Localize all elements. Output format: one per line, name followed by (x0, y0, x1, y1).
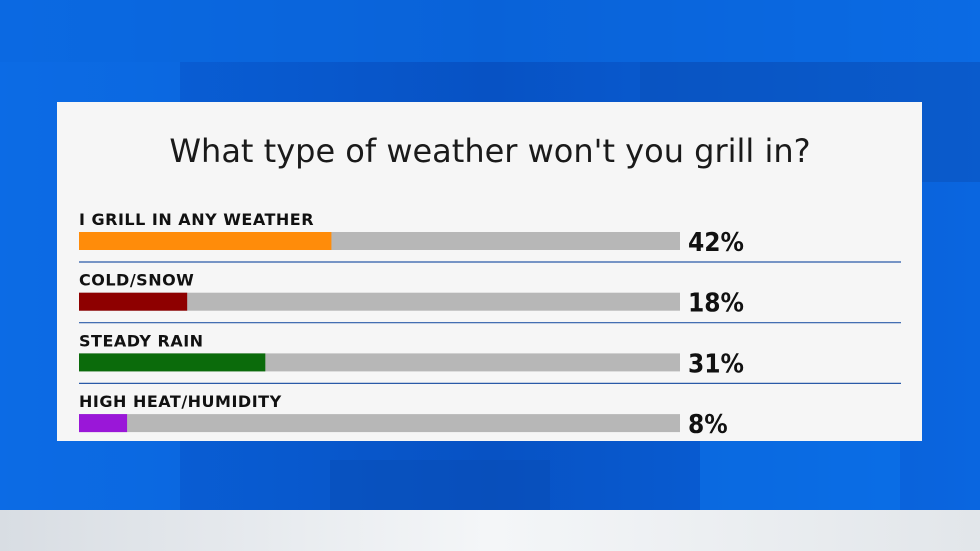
chart-title: What type of weather won't you grill in? (169, 132, 810, 170)
bar-track (79, 292, 680, 311)
panel (57, 102, 922, 441)
value-label: 8% (688, 410, 728, 440)
category-label: I GRILL IN ANY WEATHER (79, 210, 314, 229)
category-label: HIGH HEAT/HUMIDITY (79, 392, 282, 411)
value-label: 31% (688, 349, 744, 379)
value-label: 18% (688, 289, 744, 319)
bar (79, 353, 266, 372)
bar (79, 292, 188, 311)
rows: I GRILL IN ANY WEATHER 42% COLD/SNOW 18% STE… (79, 210, 901, 440)
category-label: COLD/SNOW (79, 271, 194, 290)
bar-track (79, 414, 680, 433)
value-label: 42% (688, 228, 744, 258)
bar (79, 232, 332, 250)
bar (79, 414, 128, 433)
category-label: STEADY RAIN (79, 331, 204, 350)
